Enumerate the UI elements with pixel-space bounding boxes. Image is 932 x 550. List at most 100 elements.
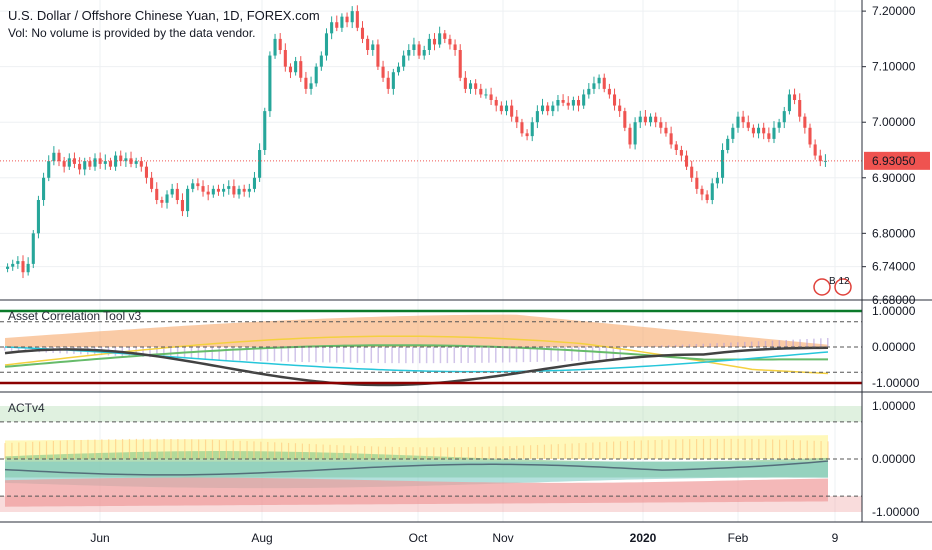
candle-body xyxy=(294,61,298,73)
candle-body xyxy=(427,38,431,50)
candle-body xyxy=(551,105,555,112)
candle-body xyxy=(180,200,185,212)
correlation-hist-bar xyxy=(439,347,442,364)
candle-body xyxy=(587,88,591,95)
actv4-hist-bar xyxy=(343,445,345,459)
actv4-hist-bar xyxy=(557,444,559,459)
candle-body xyxy=(278,38,282,50)
actv4-hist-bar xyxy=(440,447,442,459)
last-price-badge xyxy=(864,151,930,170)
candle-body xyxy=(227,186,231,189)
actv4-hist-bar xyxy=(772,439,774,459)
correlation-hist-bar xyxy=(17,347,20,352)
candle-body xyxy=(396,66,401,73)
correlation-hist-bar xyxy=(204,347,207,360)
actv4-hist-bar xyxy=(32,441,34,459)
actv4-hist-bar xyxy=(426,447,428,459)
candle-body xyxy=(108,161,112,167)
candle-body xyxy=(21,261,25,273)
candle-body xyxy=(67,158,71,167)
candle-body xyxy=(350,11,354,23)
actv4-hist-bar xyxy=(135,438,138,459)
actv4-hist-bar xyxy=(689,439,691,459)
candle-body xyxy=(160,200,164,203)
actv4-hist-bar xyxy=(550,444,552,459)
actv4-hist-bar xyxy=(73,440,75,459)
candle-body xyxy=(597,77,601,84)
candle-body xyxy=(129,158,133,164)
candle-body xyxy=(453,44,457,50)
correlation-hist-bar xyxy=(280,347,283,362)
actv4-hist-bar xyxy=(481,446,483,459)
correlation-hist-bar xyxy=(273,347,276,362)
correlation-hist-bar xyxy=(702,343,705,347)
correlation-hist-bar xyxy=(522,347,525,363)
candle-body xyxy=(196,183,200,187)
actv4-hist-bar xyxy=(253,441,255,459)
actv4-hist-bar xyxy=(18,442,20,459)
candle-body xyxy=(134,161,138,164)
actv4-hist-bar xyxy=(294,443,297,459)
correlation-hist-bar xyxy=(681,344,684,347)
time-label-0: Jun xyxy=(90,531,109,545)
actv4-hist-bar xyxy=(827,441,829,459)
candle-body xyxy=(309,83,313,89)
actv4-line xyxy=(4,460,829,476)
actv4-hist-bar xyxy=(11,442,13,459)
correlation-hist-bar xyxy=(481,347,483,363)
actv4-hist-bar xyxy=(813,440,815,459)
candle-body xyxy=(458,50,462,78)
flag-icon-2 xyxy=(834,278,852,296)
event-badge[interactable]: B 12 xyxy=(813,276,852,296)
correlation-hist-bar xyxy=(495,347,497,363)
correlation-hist-bar xyxy=(661,345,663,347)
correlation-hist-bar xyxy=(667,345,670,347)
candle-body xyxy=(438,33,442,45)
correlation-hist-bar xyxy=(211,347,213,360)
candle-body xyxy=(324,33,329,56)
price-axis[interactable]: 7.20000 7.10000 7.00000 6.90000 6.80000 6.740… xyxy=(862,4,916,307)
correlation-hist-bar xyxy=(578,347,580,361)
candle-body xyxy=(566,102,570,106)
indicator1-axis[interactable]: 1.00000 0.00000 -1.00000 xyxy=(872,304,920,390)
actv4-hist-bar xyxy=(163,438,165,459)
indicator1-title[interactable]: Asset Correlation Tool v3 xyxy=(8,309,142,323)
candle-body xyxy=(252,177,257,189)
correlation-hist-bar xyxy=(723,342,725,347)
actv4-hist-bar xyxy=(737,438,739,459)
actv4-hist-bar xyxy=(419,447,421,459)
correlation-hist-bar xyxy=(24,347,27,352)
ind1-tick-label-0: 1.00000 xyxy=(872,304,916,318)
candle-body xyxy=(355,11,359,28)
candle-body xyxy=(690,166,694,178)
correlation-hist-bar xyxy=(488,347,490,363)
actv4-hist-bar xyxy=(391,446,393,459)
time-axis[interactable]: Jun Aug Oct Nov 2020 Feb 9 xyxy=(90,531,838,545)
actv4-hist-bar xyxy=(571,443,573,459)
correlation-hist-bar xyxy=(446,347,449,364)
indicator2-title[interactable]: ACTv4 xyxy=(8,401,45,415)
candle-body xyxy=(47,161,51,178)
actv4-hist-bar xyxy=(170,438,172,459)
actv4-hist-bar xyxy=(274,442,276,459)
candle-body xyxy=(345,16,349,23)
correlation-hist-bar xyxy=(654,345,656,347)
candle-body xyxy=(679,150,683,156)
candle-body xyxy=(98,158,102,164)
actv4-hist-bar xyxy=(433,447,435,459)
indicator2-axis[interactable]: 1.00000 0.00000 -1.00000 xyxy=(872,399,920,519)
actv4-hist-bar xyxy=(239,440,241,459)
candle-body xyxy=(288,66,293,73)
correlation-hist-bar xyxy=(301,347,303,363)
candle-body xyxy=(535,111,539,123)
correlation-hist-bar xyxy=(598,347,601,361)
correlation-hist-bar xyxy=(806,338,808,347)
candle-body xyxy=(237,188,241,195)
candle-body xyxy=(489,94,493,100)
actv4-hist-bar xyxy=(668,439,670,459)
last-price-label: 6.93050 xyxy=(872,154,916,168)
actv4-hist-bar xyxy=(329,444,331,459)
candle-body xyxy=(222,188,226,192)
correlation-hist-bar xyxy=(792,339,794,347)
candle-body xyxy=(623,111,627,128)
